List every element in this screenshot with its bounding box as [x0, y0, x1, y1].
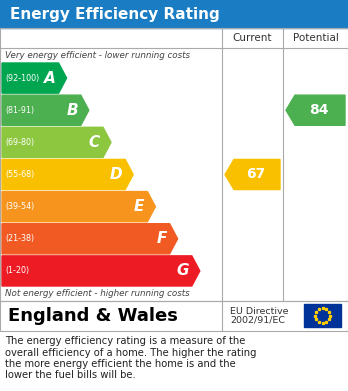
- Bar: [304, 304, 341, 327]
- Polygon shape: [2, 224, 177, 254]
- Bar: [0, 28, 348, 301]
- Polygon shape: [2, 192, 156, 222]
- Polygon shape: [2, 63, 66, 93]
- Text: Very energy efficient - lower running costs: Very energy efficient - lower running co…: [5, 50, 190, 59]
- Text: E: E: [134, 199, 144, 214]
- Text: 2002/91/EC: 2002/91/EC: [230, 316, 285, 325]
- Text: Potential: Potential: [293, 33, 339, 43]
- Text: Energy Efficiency Rating: Energy Efficiency Rating: [10, 7, 220, 22]
- Polygon shape: [2, 256, 200, 286]
- Polygon shape: [2, 160, 133, 190]
- Text: (21-38): (21-38): [5, 234, 34, 243]
- Text: G: G: [176, 264, 189, 278]
- Text: Not energy efficient - higher running costs: Not energy efficient - higher running co…: [5, 289, 190, 298]
- Text: England & Wales: England & Wales: [8, 307, 178, 325]
- Text: (55-68): (55-68): [5, 170, 34, 179]
- Text: (69-80): (69-80): [5, 138, 34, 147]
- Text: Current: Current: [233, 33, 272, 43]
- Text: 84: 84: [309, 103, 328, 117]
- Text: overall efficiency of a home. The higher the rating: overall efficiency of a home. The higher…: [5, 348, 256, 357]
- Polygon shape: [2, 127, 111, 158]
- Text: (81-91): (81-91): [5, 106, 34, 115]
- Text: lower the fuel bills will be.: lower the fuel bills will be.: [5, 371, 136, 380]
- Text: F: F: [156, 231, 167, 246]
- Polygon shape: [286, 95, 345, 125]
- Text: (92-100): (92-100): [5, 74, 39, 83]
- Text: The energy efficiency rating is a measure of the: The energy efficiency rating is a measur…: [5, 336, 245, 346]
- Text: D: D: [110, 167, 122, 182]
- Polygon shape: [2, 95, 89, 125]
- Text: 67: 67: [246, 167, 265, 181]
- Bar: [0, 301, 348, 331]
- Text: B: B: [66, 103, 78, 118]
- Text: (39-54): (39-54): [5, 202, 34, 211]
- Text: A: A: [44, 70, 56, 86]
- Text: EU Directive: EU Directive: [230, 307, 288, 316]
- Bar: [0, 0, 348, 28]
- Text: (1-20): (1-20): [5, 266, 29, 275]
- Polygon shape: [225, 160, 280, 190]
- Text: C: C: [89, 135, 100, 150]
- Text: the more energy efficient the home is and the: the more energy efficient the home is an…: [5, 359, 236, 369]
